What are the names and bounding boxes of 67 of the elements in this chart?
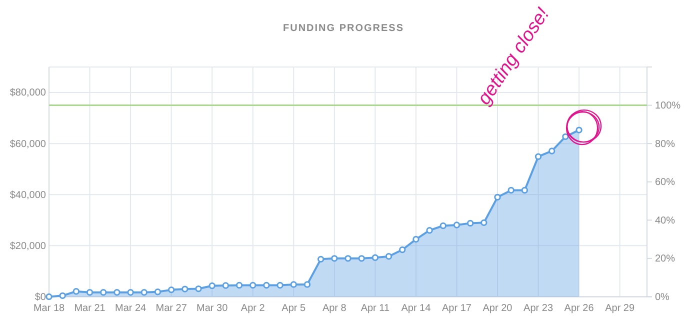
y-tick-label: $80,000 [10,88,46,99]
point [236,282,243,289]
x-tick-label: Apr 23 [524,302,554,314]
point [72,288,80,295]
x-tick-label: Apr 17 [442,302,472,314]
point [412,236,420,243]
chart-title: FUNDING PROGRESS [282,23,404,34]
point [344,255,352,262]
x-tick-label: Mar 30 [196,302,228,314]
point [100,289,107,296]
x-tick-label: Mar 21 [74,302,106,314]
x-tick-label: Apr 5 [282,302,306,314]
point [86,289,94,296]
point [59,292,66,300]
point [331,255,338,262]
point [480,219,488,226]
point [290,281,297,288]
y2-tick-label: 0% [655,292,670,303]
point [508,186,514,194]
x-tick-label: Mar 18 [33,302,65,314]
point [494,194,501,201]
point [263,282,270,289]
point [304,281,311,288]
x-tick-label: Mar 27 [156,302,188,314]
point [562,133,569,140]
point [114,289,120,296]
point [372,254,379,261]
y-tick-label: $0 [34,292,46,303]
y-tick-label: $60,000 [10,138,46,150]
point [576,126,582,134]
y2-tick-label: 100% [655,100,681,112]
point [534,153,542,160]
y2-tick-label: 20% [655,254,676,265]
point [466,220,474,227]
point [208,282,216,290]
x-tick-label: Apr 8 [322,302,347,314]
point [358,255,365,262]
point [440,222,446,230]
point [140,289,148,296]
point [385,253,392,260]
point [154,288,162,296]
x-tick-label: Mar 24 [114,302,147,314]
y2-tick-label: 80% [655,138,676,150]
point [426,226,433,234]
point [453,222,460,228]
y-tick-label: $20,000 [10,240,46,252]
x-tick-label: Apr 2 [240,302,266,314]
y2-tick-label: 60% [655,177,676,188]
point [521,186,528,194]
point [222,282,230,289]
point [127,289,134,296]
point [182,286,188,292]
point [276,282,284,289]
x-tick-label: Apr 29 [605,302,635,314]
point [46,293,52,300]
point [195,285,202,292]
y-tick-label: $40,000 [10,190,46,201]
x-tick-label: Apr 14 [401,302,432,314]
point [548,148,556,154]
y2-tick-label: 40% [655,215,676,226]
point [317,256,324,263]
point [168,286,175,294]
x-tick-label: Apr 20 [482,302,513,314]
x-tick-label: Apr 26 [564,302,594,314]
x-tick-label: Apr 11 [360,302,390,314]
point [250,282,256,289]
point [399,246,406,254]
